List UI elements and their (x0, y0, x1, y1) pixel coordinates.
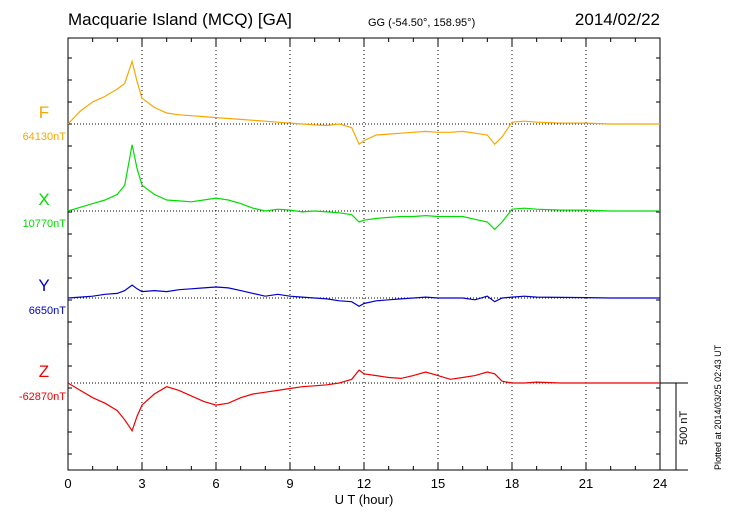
channel-baseline-y: 6650nT (29, 305, 67, 317)
x-tick-label: 21 (579, 476, 593, 491)
channel-name-f: F (39, 103, 49, 122)
x-tick-label: 6 (212, 476, 219, 491)
station-coordinates: GG (-54.50°, 158.95°) (368, 17, 476, 29)
series-line-f (67, 59, 660, 146)
channel-baseline-x: 10770nT (23, 218, 67, 230)
x-tick-label: 3 (138, 476, 145, 491)
series-line-z (67, 369, 660, 433)
chart-title: Macquarie Island (MCQ) [GA] (68, 10, 292, 29)
chart-date: 2014/02/22 (574, 10, 660, 29)
plotted-note: Plotted at 2014/03/25 02:43 UT (713, 344, 723, 470)
x-tick-label: 24 (653, 476, 667, 491)
x-tick-label: 18 (505, 476, 519, 491)
channel-baseline-f: 64130nT (23, 131, 67, 143)
x-tick-label: 12 (357, 476, 371, 491)
scale-bar-label: 500 nT (678, 410, 690, 445)
channel-name-x: X (38, 190, 49, 209)
x-tick-label: 0 (64, 476, 71, 491)
channel-name-z: Z (39, 362, 49, 381)
channel-name-y: Y (38, 276, 49, 295)
series-line-y (67, 284, 660, 307)
x-axis-label: U T (hour) (335, 492, 394, 507)
channel-baseline-z: -62870nT (19, 391, 66, 403)
series-line-x (67, 144, 660, 231)
x-tick-label: 9 (286, 476, 293, 491)
x-tick-label: 15 (431, 476, 445, 491)
